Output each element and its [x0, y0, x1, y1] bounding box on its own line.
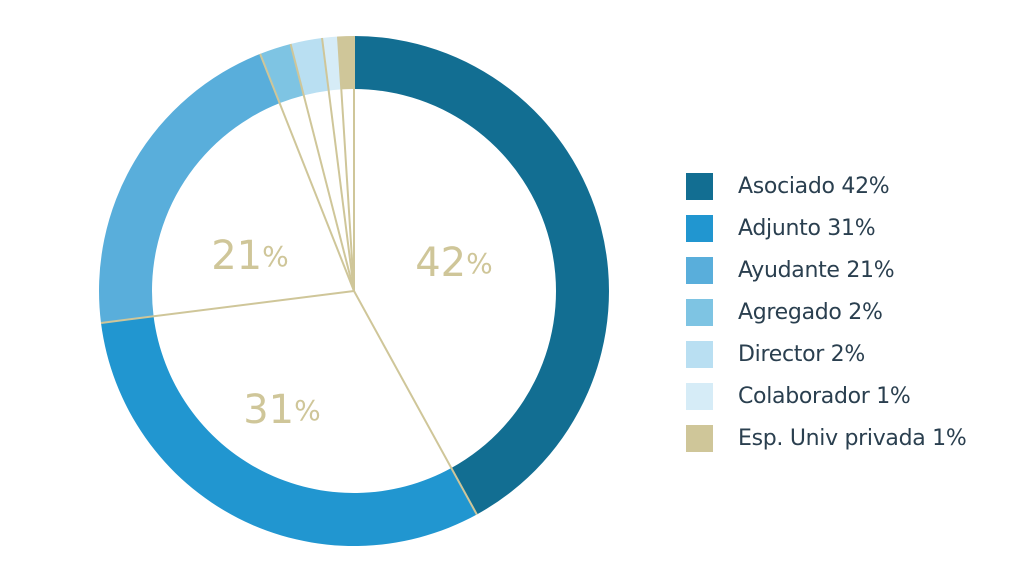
legend-swatch — [686, 173, 713, 200]
legend-swatch — [686, 299, 713, 326]
legend-label: Colaborador 1% — [738, 384, 911, 409]
slice-divider — [336, 36, 355, 292]
legend-swatch — [686, 257, 713, 284]
slice-colaborador — [322, 36, 342, 91]
legend-swatch — [686, 383, 713, 410]
legend-swatch — [686, 215, 713, 242]
slice-divider — [353, 290, 478, 515]
legend-swatch — [686, 341, 713, 368]
legend-label: Ayudante 21% — [738, 258, 895, 283]
legend-swatch — [686, 425, 713, 452]
data-label-adjunto: 31% — [243, 387, 321, 433]
slice-agregado — [260, 44, 304, 104]
legend-label: Agregado 2% — [738, 300, 883, 325]
slice-divider — [259, 53, 355, 292]
legend-label: Asociado 42% — [738, 174, 890, 199]
slice-divider — [321, 37, 355, 292]
legend-label: Adjunto 31% — [738, 216, 876, 241]
slice-divider — [100, 290, 355, 324]
slice-divider — [289, 43, 355, 292]
data-label-ayudante: 21% — [211, 233, 289, 279]
slice-asociado — [354, 36, 610, 515]
legend-label: Director 2% — [738, 342, 865, 367]
slice-esp-univ-privada — [337, 36, 354, 90]
slice-adjunto — [101, 316, 477, 546]
slice-ayudante — [98, 53, 280, 323]
data-label-asociado: 42% — [415, 240, 493, 286]
legend-label: Esp. Univ privada 1% — [738, 426, 967, 451]
